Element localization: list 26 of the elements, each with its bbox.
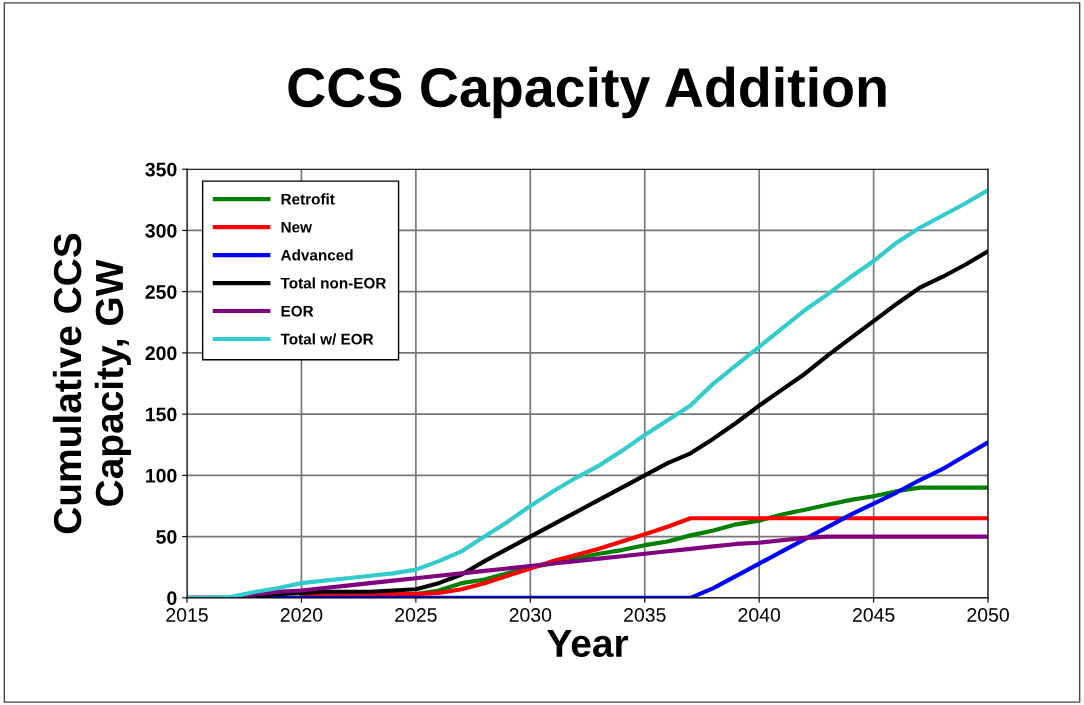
x-tick-label: 2040 (738, 608, 781, 622)
y-axis-title: Cumulative CCS Capacity, GW (52, 233, 131, 534)
y-tick-label: 300 (145, 223, 177, 238)
chart-title: CCS Capacity Addition (288, 66, 886, 119)
line-series (299, 516, 989, 598)
x-tick-label: 2045 (852, 608, 895, 622)
y-tick-label: 150 (146, 407, 177, 422)
y-tick-label: 250 (145, 285, 177, 299)
legend-label: Total non-EOR (280, 277, 387, 289)
x-tick-label: 2035 (624, 608, 666, 622)
y-tick-label: 50 (156, 530, 177, 544)
legend-label: Total w/ EOR (280, 333, 374, 345)
x-tick-label: 2015 (166, 608, 208, 622)
x-tick-label: 2025 (395, 608, 437, 622)
x-tick-label: 2030 (509, 608, 552, 622)
y-tick-label: 350 (145, 162, 177, 177)
x-axis-title: Year (547, 629, 629, 658)
x-tick-label: 2020 (280, 608, 323, 622)
y-tick-label: 0 (167, 591, 177, 606)
y-tick-label: 100 (146, 468, 177, 483)
x-tick-label: 2050 (967, 608, 1009, 622)
legend-label: New (281, 221, 312, 233)
legend-label: Advanced (280, 249, 353, 261)
y-tick-label: 200 (145, 346, 177, 361)
legend-label: EOR (281, 305, 314, 317)
legend-label: Retrofit (281, 193, 335, 205)
